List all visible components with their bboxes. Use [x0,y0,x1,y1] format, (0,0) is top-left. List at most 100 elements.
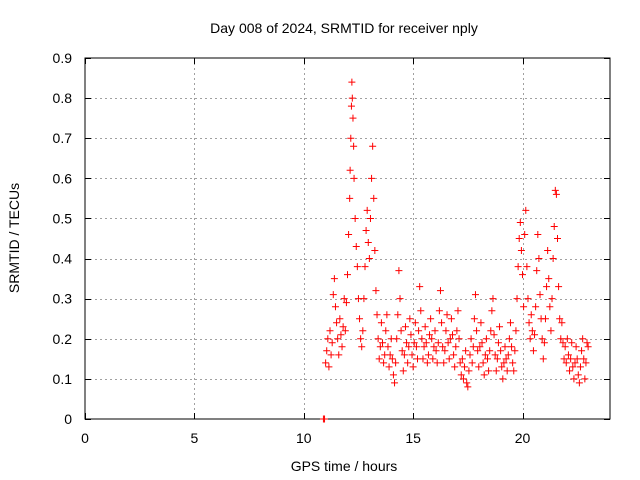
data-point [466,351,474,359]
data-point [362,226,370,234]
data-point [505,335,513,343]
data-point [432,347,440,355]
data-point [347,102,355,110]
data-point [376,343,384,351]
data-point [561,343,569,351]
data-point [493,355,501,363]
data-point [374,335,382,343]
data-point [536,291,544,299]
data-point [417,307,425,315]
data-point [322,359,330,367]
data-point [350,174,358,182]
data-point [496,323,504,331]
data-point [522,206,530,214]
data-point [439,343,447,351]
y-tick-label: 0.9 [53,50,73,66]
data-point [336,315,344,323]
data-point [570,375,578,383]
data-point [527,311,535,319]
data-point [531,331,539,339]
data-point [467,335,475,343]
data-point [469,343,477,351]
x-tick-label: 15 [405,430,421,446]
data-point [452,343,460,351]
data-point [380,359,388,367]
data-point [445,355,453,363]
data-point [330,275,338,283]
data-point [555,283,563,291]
data-point [351,214,359,222]
data-point [488,307,496,315]
data-point [566,367,574,375]
data-point [427,315,435,323]
data-point [451,363,459,371]
data-point [397,327,405,335]
data-point [434,339,442,347]
y-tick-label: 0.8 [53,90,73,106]
data-point [502,355,510,363]
data-point [463,379,471,387]
data-point [406,315,414,323]
data-point [323,347,331,355]
data-point [464,383,472,391]
data-point [576,363,584,371]
data-point [440,359,448,367]
data-point [396,295,404,303]
data-point [329,291,337,299]
data-point [347,134,355,142]
data-point [424,351,432,359]
data-point [492,367,500,375]
data-point [564,351,572,359]
data-point [571,359,579,367]
data-point [551,186,559,194]
x-tick-label: 10 [296,430,312,446]
data-point [541,315,549,323]
data-point [377,319,385,327]
data-point [418,335,426,343]
data-point [546,303,554,311]
data-point [356,315,364,323]
data-point [535,255,543,263]
data-point [568,339,576,347]
data-point [363,206,371,214]
data-point [352,243,360,251]
data-point [341,327,349,335]
data-point [471,291,479,299]
data-point [579,335,587,343]
data-point [508,343,516,351]
data-point [477,319,485,327]
x-tick-labels: 0 5 10 15 20 [81,430,530,446]
data-point [419,355,427,363]
data-point [581,375,589,383]
data-point [431,327,439,335]
data-point [420,343,428,351]
y-tick-label: 0.5 [53,210,73,226]
data-point [538,335,546,343]
data-point [532,303,540,311]
data-point [479,359,487,367]
data-point [529,347,537,355]
data-point [534,230,542,238]
grid-lines [85,58,610,419]
data-point [324,335,332,343]
data-point [582,359,590,367]
data-point [429,355,437,363]
data-point [338,343,346,351]
y-axis-label: SRMTID / TECUs [6,183,22,293]
data-point [468,359,476,367]
y-tick-labels: 0 0.1 0.2 0.3 0.4 0.5 0.6 0.7 0.8 0.9 [53,50,73,427]
data-point [421,323,429,331]
data-point [521,230,529,238]
x-axis-label: GPS time / hours [291,458,398,474]
data-point [519,271,526,279]
data-point [560,355,568,363]
data-point [399,367,407,375]
data-point [339,323,347,331]
data-point [550,222,558,230]
data-point [422,339,430,347]
data-point [494,339,502,347]
y-tick-label: 0 [64,411,72,427]
data-point [480,371,488,379]
data-point [478,339,486,347]
data-point [366,214,374,222]
